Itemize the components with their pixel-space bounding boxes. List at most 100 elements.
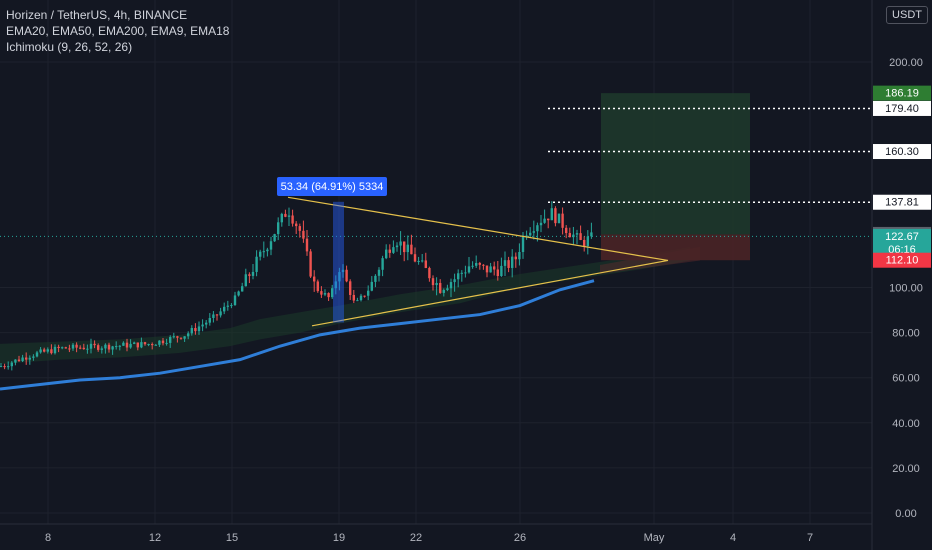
candle-body xyxy=(547,218,550,221)
candle-body xyxy=(75,344,78,348)
candle-body xyxy=(205,322,208,325)
ichimoku-cloud-fill xyxy=(0,246,690,365)
candle-body xyxy=(17,359,21,362)
candle-body xyxy=(287,215,291,217)
candle-body xyxy=(381,258,384,270)
measure-tool: 53.34 (64.91%) 5334 xyxy=(277,177,387,323)
candle-body xyxy=(158,340,161,345)
candle-body xyxy=(280,213,283,223)
candle-body xyxy=(215,314,219,316)
candle-body xyxy=(172,336,175,338)
chart-grid xyxy=(0,0,872,524)
candle-body xyxy=(575,233,579,235)
candle-body xyxy=(133,342,136,344)
candlesticks xyxy=(0,201,593,371)
candle-body xyxy=(550,208,553,221)
candle-body xyxy=(565,227,568,234)
price-axis[interactable]: 0.00 20.00 40.00 60.00 80.00 100.00 200.00 xyxy=(889,57,923,520)
candle-body xyxy=(197,326,201,332)
candle-body xyxy=(539,222,543,226)
stop-zone xyxy=(601,234,750,261)
candle-body xyxy=(485,265,489,273)
currency-button[interactable]: USDT xyxy=(886,6,928,24)
candle-body xyxy=(277,222,280,235)
candle-body xyxy=(392,247,395,253)
candle-body xyxy=(410,244,413,255)
candle-body xyxy=(572,234,575,238)
legend-emas[interactable]: EMA20, EMA50, EMA200, EMA9, EMA18 xyxy=(6,24,230,38)
candle-body xyxy=(136,342,139,348)
candle-body xyxy=(68,348,71,350)
candle-body xyxy=(518,252,521,260)
candle-body xyxy=(237,291,240,296)
legend-ichimoku[interactable]: Ichimoku (9, 26, 52, 26) xyxy=(6,40,133,54)
candle-body xyxy=(165,342,168,344)
candle-body xyxy=(208,317,211,323)
candle-body xyxy=(14,359,17,363)
candle-body xyxy=(61,347,64,349)
candle-body xyxy=(107,344,111,350)
price-tag-value: 122.67 xyxy=(885,231,919,243)
triangle-lower-line xyxy=(311,259,669,327)
measure-range-bar xyxy=(333,201,344,323)
candle-body xyxy=(212,314,215,318)
candle-body xyxy=(475,263,478,266)
candle-body xyxy=(244,274,247,287)
legend-symbol[interactable]: Horizen / TetherUS, 4h, BINANCE xyxy=(6,8,188,22)
candle-body xyxy=(25,357,28,360)
candle-body xyxy=(284,213,287,217)
candle-body xyxy=(50,349,53,354)
candle-body xyxy=(370,281,373,291)
x-tick-label: 22 xyxy=(410,532,422,544)
candle-body xyxy=(478,263,481,265)
y-tick-label: 20.00 xyxy=(892,463,920,475)
x-tick-label: 8 xyxy=(45,532,51,544)
candle-body xyxy=(471,265,474,267)
candle-body xyxy=(10,362,13,367)
candle-body xyxy=(176,336,179,338)
candle-body xyxy=(53,346,57,354)
candle-body xyxy=(125,342,129,348)
price-tag-box xyxy=(873,100,931,116)
measure-label-box xyxy=(277,177,387,196)
candle-body xyxy=(259,251,262,257)
candle-body xyxy=(554,208,557,224)
candle-body xyxy=(273,234,276,242)
candle-body xyxy=(233,295,237,306)
candle-body xyxy=(226,305,229,307)
price-tag-box xyxy=(873,144,931,160)
candle-body xyxy=(489,266,492,273)
time-axis[interactable]: 8 12 15 19 22 26 May 4 7 xyxy=(45,532,813,544)
candle-body xyxy=(493,266,496,270)
candle-body xyxy=(251,271,255,276)
candle-body xyxy=(169,337,172,343)
candle-body xyxy=(7,366,10,368)
candle-body xyxy=(561,213,564,228)
candle-body xyxy=(377,269,381,276)
candle-body xyxy=(298,226,301,231)
candle-body xyxy=(349,281,352,295)
candle-body xyxy=(511,256,514,268)
candle-body xyxy=(453,279,456,283)
candle-body xyxy=(388,249,391,253)
target-zone xyxy=(601,93,750,235)
candle-body xyxy=(309,251,312,277)
price-tag-box xyxy=(873,228,931,257)
y-tick-label: 80.00 xyxy=(892,328,920,340)
candle-body xyxy=(64,347,67,349)
candle-body xyxy=(323,293,327,295)
candle-body xyxy=(143,342,147,345)
y-tick-label: 40.00 xyxy=(892,418,920,430)
candle-body xyxy=(147,344,150,346)
candle-body xyxy=(187,333,190,337)
candle-body xyxy=(543,218,546,223)
x-tick-label: 26 xyxy=(514,532,526,544)
candle-body xyxy=(439,282,442,293)
candle-body xyxy=(363,295,366,297)
y-tick-label: 0.00 xyxy=(895,508,916,520)
candle-body xyxy=(529,232,532,236)
candle-body xyxy=(115,346,118,348)
candle-body xyxy=(89,343,93,349)
